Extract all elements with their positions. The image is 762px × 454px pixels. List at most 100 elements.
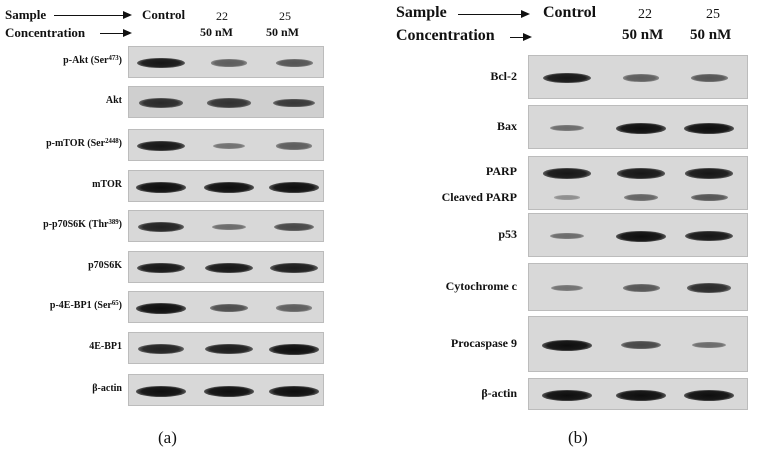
band-a-4-0 [137, 222, 185, 232]
panel-b-caption: (b) [568, 428, 588, 447]
sample-header-a: Sample [5, 7, 47, 22]
band-a-5-2 [270, 262, 318, 274]
blot-label-suffix-a-6: ) [118, 300, 122, 311]
band-b-3-0-1 [616, 230, 666, 242]
blot-label-a-6: p-4E-BP1 (Ser65) [49, 299, 122, 311]
band-b-2-1-1 [623, 194, 659, 201]
band-b-1-0-1 [616, 122, 666, 134]
blot-label-text-a-5: p70S6K [88, 260, 122, 271]
concentration-header-b: Concentration [396, 27, 495, 44]
band-b-4-0-2 [686, 283, 732, 293]
band-a-3-1 [204, 181, 254, 193]
lane-sample-a-0: Control [142, 7, 186, 22]
band-a-6-2 [276, 304, 312, 312]
band-a-6-0 [136, 302, 186, 314]
band-a-2-2 [276, 142, 312, 150]
band-a-8-1 [204, 385, 254, 397]
blot-label-b-2-1: Cleaved PARP [441, 190, 517, 205]
band-a-0-1 [211, 59, 247, 67]
sample-header-b: Sample [396, 4, 447, 21]
band-a-4-1 [212, 223, 246, 231]
band-b-2-0-1 [616, 167, 666, 179]
blot-label-sup-a-0: 473 [108, 54, 119, 62]
blot-a-2 [128, 129, 324, 161]
blot-a-3 [128, 170, 324, 202]
blot-label-suffix-a-2: ) [118, 138, 122, 149]
blot-label-a-2: p-mTOR (Ser2448) [46, 137, 122, 149]
blot-label-a-1: Akt [106, 96, 122, 106]
lane-concentration-b-1: 50 nM [622, 27, 664, 43]
blot-label-b-2-0: PARP [485, 164, 517, 179]
lane-concentration-a-2: 50 nM [266, 25, 299, 39]
blot-label-suffix-a-0: ) [118, 55, 122, 66]
blot-label-a-7: 4E-BP1 [89, 342, 122, 352]
blot-label-text-a-0: p-Akt (Ser [63, 55, 109, 66]
band-a-0-2 [275, 59, 313, 67]
band-a-2-1 [213, 142, 245, 150]
lane-sample-b-1: 22 [638, 7, 652, 22]
blot-b-3 [528, 213, 748, 257]
panel-a-caption: (a) [158, 428, 177, 447]
band-a-1-0 [138, 98, 184, 108]
blot-label-sup-a-6: 65 [111, 299, 119, 307]
band-b-2-1-0 [553, 195, 581, 200]
blot-label-text-a-2: p-mTOR (Ser [46, 138, 106, 149]
blot-b-5 [528, 316, 748, 372]
band-b-4-0-1 [622, 284, 660, 292]
lane-concentration-b-2: 50 nM [690, 27, 732, 43]
band-a-5-1 [204, 262, 254, 274]
blot-label-b-4-0: Cytochrome c [445, 279, 517, 293]
blot-a-4 [128, 210, 324, 242]
band-b-6-0-0 [542, 389, 592, 401]
lane-sample-b-0: Control [543, 4, 597, 21]
blot-label-b-6-0: β-actin [481, 386, 517, 400]
band-b-5-0-1 [621, 340, 661, 350]
band-b-0-0-0 [542, 72, 592, 84]
lane-sample-a-2: 25 [279, 9, 291, 23]
band-a-0-0 [136, 57, 186, 69]
blot-label-text-a-4: p-p70S6K (Thr [43, 219, 109, 230]
band-b-0-0-2 [690, 74, 728, 82]
concentration-arrow-a [100, 29, 132, 37]
band-b-2-1-2 [690, 193, 728, 202]
blot-label-sup-a-2: 2448 [105, 137, 119, 145]
blot-label-a-3: mTOR [92, 180, 122, 190]
blot-label-a-4: p-p70S6K (Thr389) [43, 218, 122, 230]
band-b-0-0-1 [623, 74, 659, 82]
blot-label-text-a-1: Akt [105, 95, 122, 106]
blot-a-6 [128, 291, 324, 323]
blot-label-text-a-3: mTOR [92, 179, 122, 190]
blot-label-suffix-a-4: ) [118, 219, 122, 230]
band-a-4-2 [274, 222, 314, 232]
lane-concentration-a-1: 50 nM [200, 25, 233, 39]
band-a-3-2 [269, 181, 319, 193]
band-b-6-0-1 [616, 389, 666, 401]
band-a-1-1 [207, 98, 251, 108]
blot-label-sup-a-4: 389 [108, 218, 119, 226]
blot-label-b-1-0: Bax [496, 119, 517, 133]
band-b-5-0-0 [542, 339, 592, 351]
blot-label-text-a-8: β-actin [92, 383, 122, 394]
blot-a-5 [128, 251, 324, 283]
lane-sample-a-1: 22 [216, 9, 228, 23]
band-a-1-2 [272, 98, 316, 108]
blot-label-a-8: β-actin [92, 384, 122, 394]
band-a-6-1 [209, 304, 249, 312]
band-a-3-0 [136, 181, 186, 193]
band-b-3-0-0 [550, 232, 584, 240]
blot-a-0 [128, 46, 324, 78]
blot-label-text-a-6: p-4E-BP1 (Ser [49, 300, 112, 311]
blot-label-a-5: p70S6K [88, 261, 122, 271]
band-a-2-0 [136, 140, 186, 152]
blot-b-4 [528, 263, 748, 311]
band-a-8-2 [269, 385, 319, 397]
concentration-header-a: Concentration [5, 25, 86, 40]
blot-a-1 [128, 86, 324, 118]
blot-b-1 [528, 105, 748, 149]
blot-b-2 [528, 156, 748, 210]
blot-label-b-5-0: Procaspase 9 [450, 336, 517, 350]
blot-b-0 [528, 55, 748, 99]
band-a-7-2 [269, 343, 319, 355]
blot-label-b-0-0: Bcl-2 [490, 69, 517, 83]
band-b-6-0-2 [684, 389, 734, 401]
